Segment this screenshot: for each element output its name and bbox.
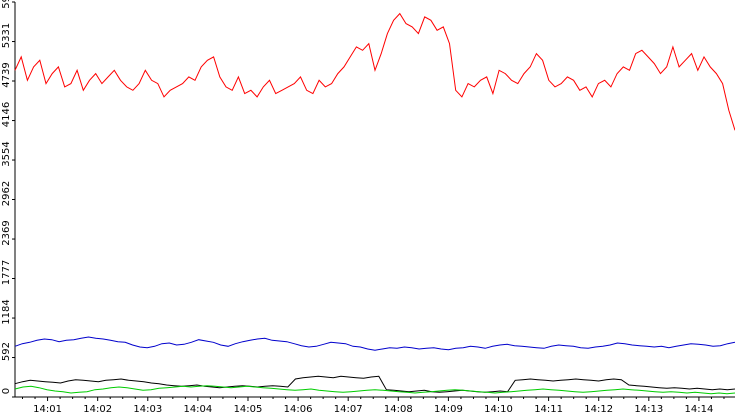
- x-tick-label: 14:12: [584, 404, 613, 415]
- x-tick-label: 14:10: [484, 404, 513, 415]
- x-tick-label: 14:06: [284, 404, 313, 415]
- y-tick-label: 4739: [1, 62, 12, 87]
- series-line-3: [14, 375, 735, 393]
- x-tick-label: 14:08: [384, 404, 413, 415]
- x-tick-label: 14:05: [234, 404, 263, 415]
- y-tick-label: 1777: [1, 260, 12, 285]
- series-line-2: [14, 336, 735, 351]
- y-tick-label: 1184: [1, 299, 12, 324]
- series-line-1: [14, 12, 735, 131]
- y-tick-label: 5331: [1, 23, 12, 48]
- y-tick-label: 0: [1, 388, 12, 394]
- x-axis: 14:01 14:02 14:03 14:04 14:05 14:06 14:07 14:08…: [15, 396, 735, 415]
- x-tick-label: 14:02: [83, 404, 112, 415]
- y-tick-label: 2962: [1, 181, 12, 206]
- x-tick-label: 14:07: [334, 404, 363, 415]
- x-tick-label: 14:01: [33, 404, 62, 415]
- x-tick-label: 14:03: [133, 404, 162, 415]
- y-tick-label: 4146: [1, 102, 12, 127]
- x-tick-label: 14:04: [183, 404, 212, 415]
- y-tick-label: 2369: [1, 220, 12, 245]
- y-tick-label: 592: [1, 342, 12, 361]
- x-tick-label: 14:09: [434, 404, 463, 415]
- y-axis: 0 592 1184 1777 2369 2962 3554 4146 4739 5331 5924: [1, 0, 16, 398]
- series-lines: [14, 12, 735, 395]
- y-tick-label: 5924: [1, 0, 12, 9]
- x-tick-label: 14:11: [534, 404, 563, 415]
- x-tick-label: 14:14: [685, 404, 714, 415]
- series-line-4: [14, 385, 735, 395]
- x-tick-label: 14:13: [634, 404, 663, 415]
- y-tick-label: 3554: [1, 141, 12, 166]
